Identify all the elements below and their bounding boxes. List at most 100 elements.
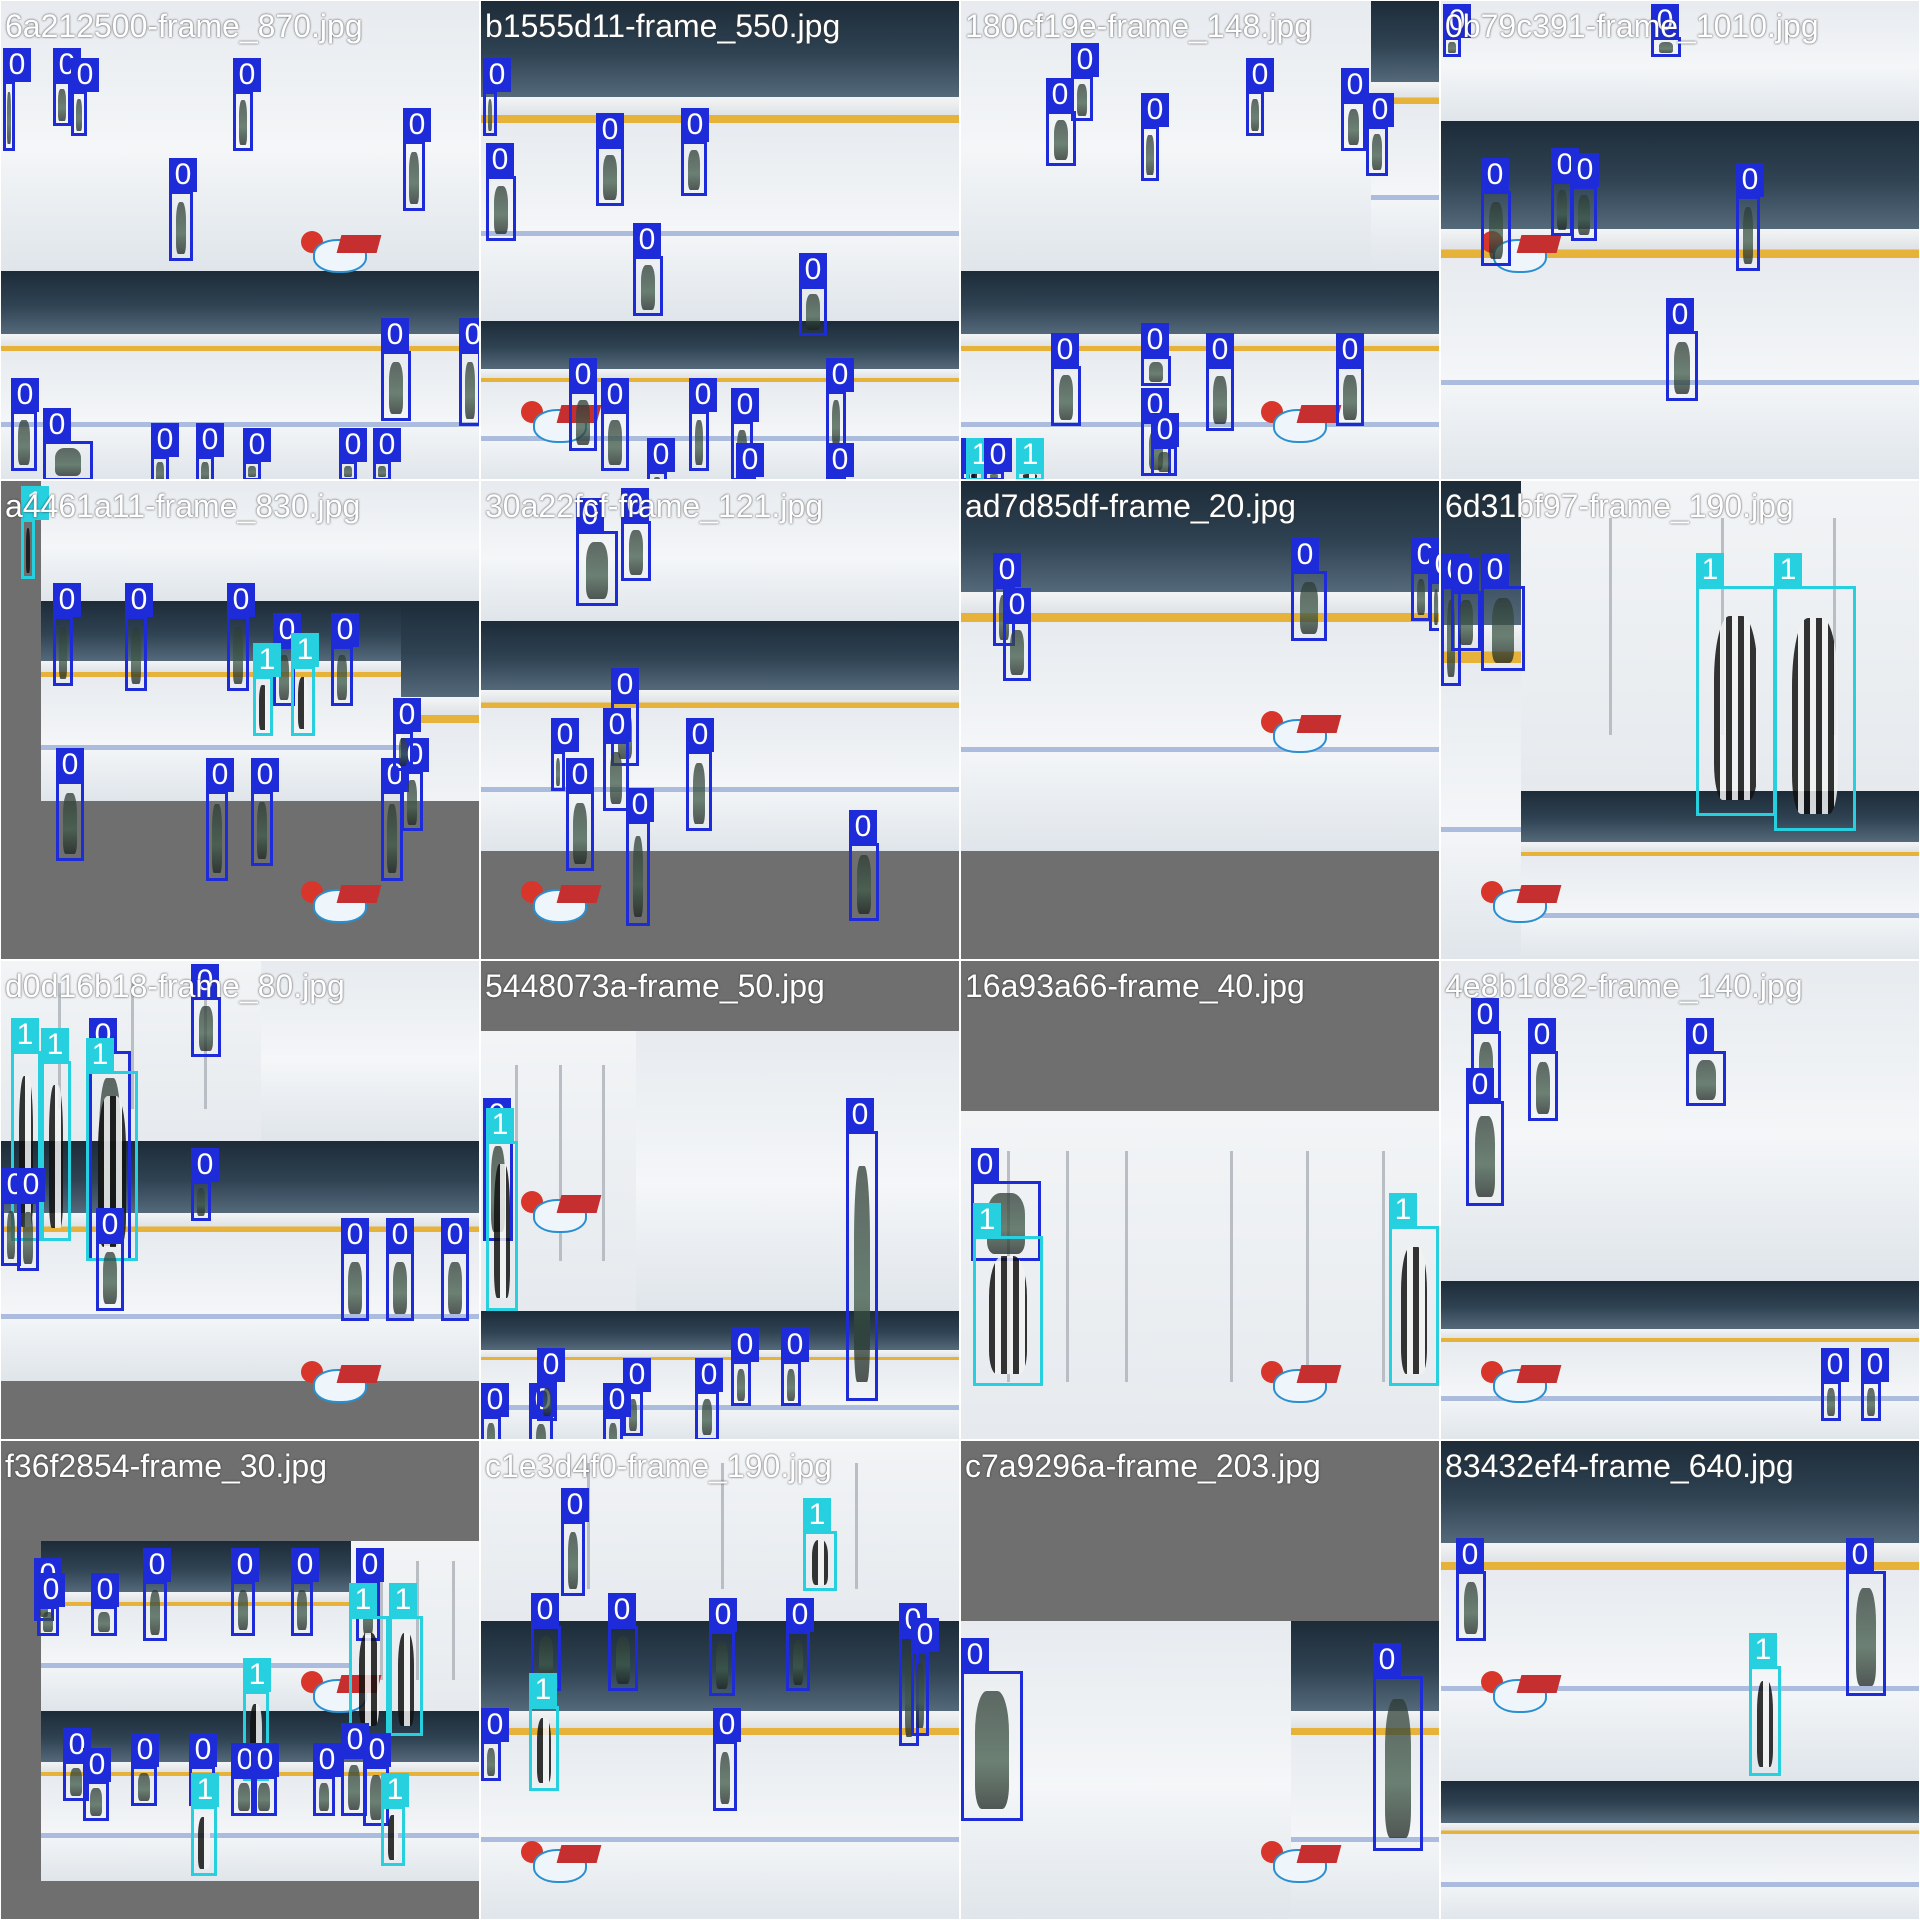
class-label: 0 bbox=[736, 443, 764, 477]
player-detection-box: 0 bbox=[596, 113, 624, 206]
class-label: 0 bbox=[143, 1548, 171, 1582]
player-detection-box: 0 bbox=[11, 378, 39, 471]
player-detection-box: 0 bbox=[3, 48, 31, 151]
rink-panel bbox=[481, 321, 959, 479]
player-detection-box: 0 bbox=[1443, 4, 1471, 57]
class-label: 0 bbox=[481, 1708, 509, 1742]
mosaic-tile: 0 0 1 83432ef4-frame_640.jpg bbox=[1441, 1441, 1919, 1919]
player-figure bbox=[6, 1211, 16, 1260]
player-figure bbox=[989, 474, 999, 478]
gray-panel bbox=[1, 1441, 479, 1541]
player-figure bbox=[856, 854, 872, 914]
player-figure bbox=[1416, 579, 1426, 616]
class-label: 1 bbox=[389, 1583, 417, 1617]
class-label: 0 bbox=[3, 48, 31, 82]
player-detection-box: 0 bbox=[1456, 1538, 1486, 1641]
rink-panel bbox=[961, 481, 1191, 851]
player-figure bbox=[175, 201, 187, 255]
class-label: 0 bbox=[1151, 413, 1179, 447]
channel-logo-icon bbox=[1481, 1671, 1571, 1721]
class-label: 0 bbox=[1336, 333, 1364, 367]
ice-panel bbox=[961, 1621, 1291, 1919]
referee-figure bbox=[1400, 1247, 1428, 1374]
class-label: 0 bbox=[633, 223, 661, 257]
player-figure bbox=[608, 420, 622, 465]
class-label: 0 bbox=[984, 438, 1012, 472]
class-label: 0 bbox=[381, 318, 409, 352]
class-label: 0 bbox=[1373, 1643, 1401, 1677]
class-label: 0 bbox=[1821, 1348, 1849, 1382]
tile-filename: 16a93a66-frame_40.jpg bbox=[965, 968, 1305, 1004]
mosaic-tile: 0000000000000110180cf19e-frame_148.jpg bbox=[961, 1, 1439, 479]
class-label: 0 bbox=[531, 1593, 559, 1627]
referee-figure bbox=[258, 685, 268, 730]
player-detection-box: 0 bbox=[386, 1218, 414, 1321]
class-label: 0 bbox=[1481, 158, 1509, 192]
player-detection-box: 0 bbox=[196, 423, 224, 479]
player-detection-box: 0 bbox=[143, 1548, 171, 1641]
player-figure bbox=[1433, 589, 1439, 626]
frame-scene bbox=[481, 1441, 959, 1919]
player-detection-box: 0 bbox=[206, 758, 234, 881]
player-figure bbox=[149, 1590, 161, 1635]
player-detection-box: 0 bbox=[1341, 68, 1369, 151]
player-figure bbox=[1372, 134, 1382, 171]
class-label: 0 bbox=[971, 1148, 999, 1182]
player-figure bbox=[1658, 41, 1674, 54]
class-label: 0 bbox=[566, 758, 594, 792]
referee-figure bbox=[494, 1163, 510, 1299]
class-label: 0 bbox=[603, 708, 631, 742]
gray-panel bbox=[481, 961, 959, 1031]
class-label: 0 bbox=[151, 423, 179, 457]
class-label: 1 bbox=[381, 1773, 409, 1807]
referee-figure bbox=[988, 1256, 1028, 1375]
mosaic-tile: 0 0 0 0 0 0 0 0 0 0 0 0 0 0 b1555d11-frame_550.jpg bbox=[481, 1, 959, 479]
class-label: 0 bbox=[1051, 333, 1079, 367]
player-detection-box: 0 bbox=[1821, 1348, 1849, 1421]
player-figure bbox=[1463, 1581, 1479, 1635]
class-label: 0 bbox=[53, 583, 81, 617]
referee-detection-box: 1 bbox=[529, 1673, 559, 1791]
class-label: 0 bbox=[626, 788, 654, 822]
player-detection-box: 0 bbox=[911, 1618, 939, 1736]
player-detection-box: 0 bbox=[689, 378, 717, 471]
class-label: 0 bbox=[1846, 1538, 1874, 1572]
player-figure bbox=[76, 98, 82, 131]
player-figure bbox=[63, 792, 77, 854]
class-label: 0 bbox=[1481, 553, 1509, 587]
class-label: 0 bbox=[313, 1743, 341, 1777]
mosaic-tile: 0 0 c7a9296a-frame_203.jpg bbox=[961, 1441, 1439, 1919]
class-label: 0 bbox=[1443, 4, 1471, 38]
referee-detection-box: 1 bbox=[1389, 1193, 1439, 1386]
class-label: 0 bbox=[826, 443, 854, 477]
mosaic-tile: 0 0 0 0 0 0 4e8b1d82-frame_140.jpg bbox=[1441, 961, 1919, 1439]
gray-panel bbox=[1, 1881, 479, 1919]
class-label: 1 bbox=[1016, 438, 1044, 472]
referee-detection-box: 1 bbox=[191, 1773, 219, 1876]
player-detection-box: 0 bbox=[125, 583, 153, 691]
class-label: 1 bbox=[1749, 1633, 1777, 1667]
ice-panel bbox=[41, 481, 479, 601]
player-detection-box: 0 bbox=[566, 758, 594, 871]
player-detection-box: 0 bbox=[56, 748, 84, 861]
tile-filename: 6d31bf97-frame_190.jpg bbox=[1445, 488, 1794, 524]
player-figure bbox=[370, 1775, 382, 1820]
player-detection-box: 0 bbox=[561, 1488, 589, 1596]
player-figure bbox=[98, 1611, 110, 1632]
player-detection-box: 0 bbox=[1373, 1643, 1423, 1851]
player-detection-box: 0 bbox=[191, 1148, 219, 1221]
class-label: 1 bbox=[973, 1203, 1001, 1237]
player-detection-box: 0 bbox=[826, 443, 854, 479]
player-detection-box: 0 bbox=[695, 1358, 723, 1439]
player-figure bbox=[348, 1261, 362, 1315]
player-figure bbox=[238, 1783, 250, 1811]
class-label: 1 bbox=[1389, 1193, 1417, 1227]
class-label: 1 bbox=[803, 1498, 831, 1532]
class-label: 1 bbox=[1696, 553, 1724, 587]
mosaic-tile: 010000000005448073a-frame_50.jpg bbox=[481, 961, 959, 1439]
player-figure bbox=[610, 751, 622, 805]
channel-logo-icon bbox=[301, 1671, 391, 1721]
player-figure bbox=[1343, 375, 1357, 420]
player-detection-box: 0 bbox=[1151, 413, 1179, 476]
gray-panel bbox=[961, 1441, 1439, 1621]
